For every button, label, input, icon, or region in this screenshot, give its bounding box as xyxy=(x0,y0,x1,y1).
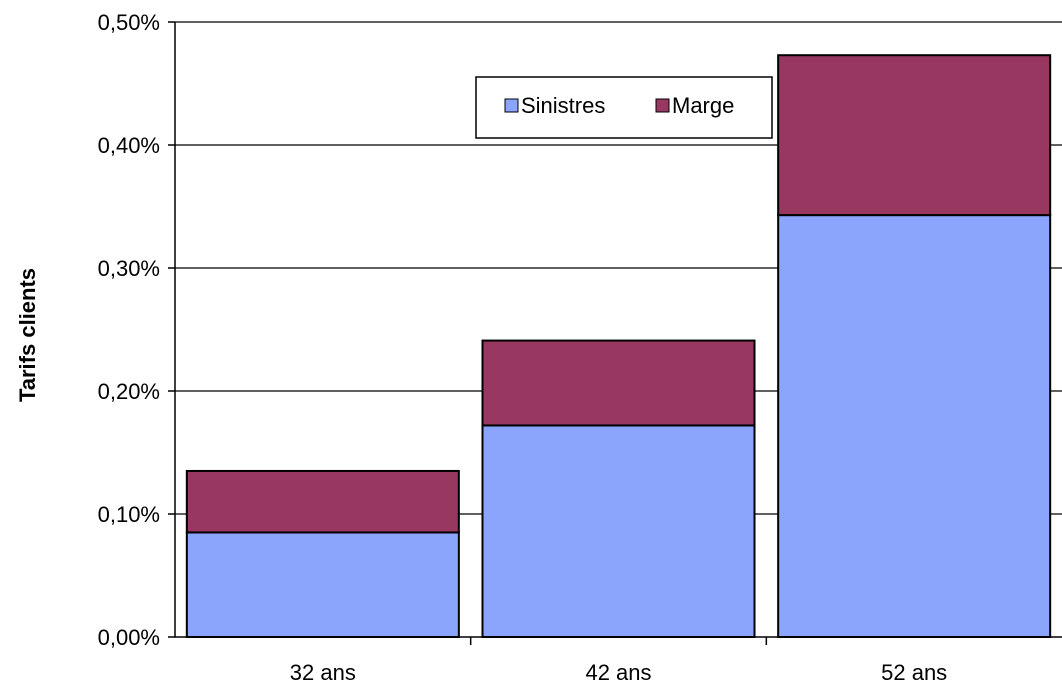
x-tick-labels: 32 ans 42 ans 52 ans xyxy=(290,637,947,685)
bar-sinistres xyxy=(777,214,1052,639)
y-tick-labels: 0,00% 0,10% 0,20% 0,30% 0,40% 0,50% xyxy=(98,10,175,650)
y-axis-title: Tarifs clients xyxy=(15,268,40,402)
y-tick-label: 0,20% xyxy=(98,379,160,404)
y-tick-label: 0,40% xyxy=(98,133,160,158)
bars xyxy=(185,54,1052,639)
legend-box xyxy=(475,76,773,139)
x-tick-label: 32 ans xyxy=(290,660,356,685)
y-tick-label: 0,10% xyxy=(98,502,160,527)
legend-label-marge: Marge xyxy=(672,93,734,118)
y-tick-label: 0,30% xyxy=(98,256,160,281)
bar-sinistres xyxy=(481,424,756,638)
legend: Sinistres Marge xyxy=(475,76,773,139)
bar-marge xyxy=(777,54,1052,217)
x-tick-label: 52 ans xyxy=(881,660,947,685)
y-tick-label: 0,50% xyxy=(98,10,160,35)
x-tick-label: 42 ans xyxy=(585,660,651,685)
y-tick-label: 0,00% xyxy=(98,625,160,650)
legend-swatch-sinistres xyxy=(504,98,519,113)
bar-sinistres xyxy=(185,531,460,639)
axes xyxy=(174,22,1062,638)
legend-label-sinistres: Sinistres xyxy=(521,93,605,118)
legend-swatch-marge xyxy=(655,98,670,113)
bar-marge xyxy=(185,469,460,534)
bar-marge xyxy=(481,339,756,427)
